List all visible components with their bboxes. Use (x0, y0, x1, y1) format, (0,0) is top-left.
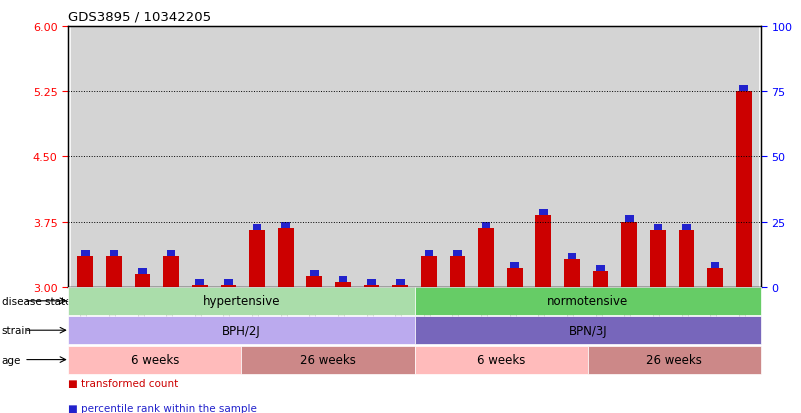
Bar (557, 27, 586, 287)
Bar (99, 27, 128, 287)
Bar (425, 251, 433, 256)
Bar (195, 279, 204, 285)
Bar (736, 92, 751, 287)
Bar (339, 277, 348, 283)
Bar (128, 27, 157, 287)
Bar (243, 27, 272, 287)
Bar (81, 251, 90, 256)
Bar (678, 230, 694, 287)
Bar (478, 228, 494, 287)
Text: 6 weeks: 6 weeks (131, 353, 179, 366)
Bar (622, 222, 637, 287)
Bar (214, 27, 243, 287)
Bar (364, 285, 380, 287)
Bar (443, 27, 472, 287)
Bar (421, 256, 437, 287)
Bar (307, 277, 322, 287)
Bar (186, 27, 214, 287)
Bar (281, 222, 290, 228)
Bar (596, 266, 605, 271)
Bar (167, 251, 175, 256)
Bar (310, 271, 319, 277)
Bar (536, 216, 551, 287)
Bar (163, 256, 179, 287)
Bar (481, 222, 490, 228)
Bar (654, 225, 662, 230)
Bar (220, 285, 236, 287)
Bar (472, 27, 501, 287)
Bar (682, 225, 690, 230)
Text: hypertensive: hypertensive (203, 294, 280, 308)
Bar (449, 256, 465, 287)
Bar (615, 27, 643, 287)
Bar (707, 268, 723, 287)
Text: BPN/3J: BPN/3J (569, 324, 607, 337)
Bar (278, 228, 293, 287)
Bar (710, 262, 719, 268)
Bar (701, 27, 730, 287)
Text: 26 weeks: 26 weeks (300, 353, 356, 366)
Bar (357, 27, 386, 287)
Bar (739, 86, 748, 92)
Bar (501, 27, 529, 287)
Text: ■ transformed count: ■ transformed count (68, 378, 179, 388)
Text: ■ percentile rank within the sample: ■ percentile rank within the sample (68, 404, 257, 413)
Bar (510, 262, 519, 268)
Bar (300, 27, 328, 287)
Bar (192, 285, 207, 287)
Bar (386, 27, 414, 287)
Bar (539, 210, 548, 216)
Bar (224, 279, 233, 285)
Bar (135, 274, 151, 287)
Bar (78, 256, 93, 287)
Bar (625, 216, 634, 222)
Bar (396, 279, 405, 285)
Bar (507, 268, 522, 287)
Bar (328, 27, 357, 287)
Bar (106, 256, 122, 287)
Bar (139, 268, 147, 274)
Bar (249, 230, 265, 287)
Bar (586, 27, 615, 287)
Bar (71, 27, 99, 287)
Bar (253, 225, 261, 230)
Bar (272, 27, 300, 287)
Text: disease state: disease state (2, 296, 71, 306)
Text: 26 weeks: 26 weeks (646, 353, 702, 366)
Bar (643, 27, 672, 287)
Text: BPH/2J: BPH/2J (222, 324, 260, 337)
Text: normotensive: normotensive (547, 294, 628, 308)
Bar (367, 279, 376, 285)
Bar (568, 253, 576, 259)
Bar (415, 27, 443, 287)
Text: 6 weeks: 6 weeks (477, 353, 525, 366)
Bar (157, 27, 186, 287)
Bar (453, 251, 462, 256)
Bar (564, 259, 580, 287)
Bar (650, 230, 666, 287)
Text: age: age (2, 355, 21, 365)
Bar (110, 251, 119, 256)
Bar (392, 285, 408, 287)
Bar (672, 27, 701, 287)
Bar (529, 27, 557, 287)
Text: strain: strain (2, 325, 31, 335)
Bar (593, 271, 609, 287)
Bar (335, 283, 351, 287)
Text: GDS3895 / 10342205: GDS3895 / 10342205 (68, 10, 211, 23)
Bar (730, 27, 758, 287)
